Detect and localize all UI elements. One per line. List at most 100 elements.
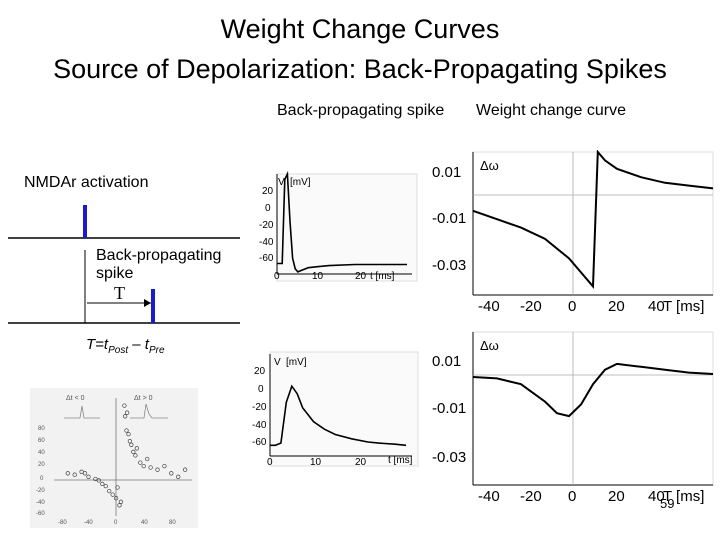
- scatter-point: [79, 469, 84, 474]
- spike-plot-2-xtick-10: 10: [310, 457, 322, 468]
- scatter-point: [122, 414, 128, 419]
- scatter-points: [65, 403, 188, 508]
- spike-plot-1-xtick-0: 0: [274, 271, 280, 282]
- timing-diagram: [8, 205, 240, 324]
- interval-symbol: T: [114, 283, 125, 303]
- spike-plot-1-xtick-10: 10: [312, 271, 324, 282]
- scatter-inset-xtick-m40: -40: [84, 520, 93, 526]
- spike-plot-1: V [mV] t [ms] 20 0 -20 -40 -60 0 10 20: [259, 170, 418, 282]
- weight-plot-2-frame: [472, 331, 714, 486]
- spike-plot-2-curve: [270, 384, 407, 447]
- weight-plot-2-ytick-m001: -0.01: [432, 400, 466, 417]
- scatter-point: [162, 463, 167, 469]
- interval-arrow-head: [144, 299, 151, 307]
- weight-plot-2-ytick-m003: -0.03: [432, 449, 466, 466]
- weight-plot-1-ytick-m003: -0.03: [432, 257, 466, 274]
- scatter-point: [124, 428, 129, 433]
- spike-plot-2-xunit: t [ms]: [388, 455, 413, 466]
- scatter-point: [182, 467, 188, 472]
- spike-plot-1-frame: [276, 173, 418, 282]
- scatter-point: [131, 449, 136, 455]
- scatter-point: [122, 403, 127, 408]
- scatter-point: [148, 465, 153, 470]
- weight-plot-1-ytick-001: 0.01: [432, 164, 461, 181]
- spike-plot-1-curve: [277, 170, 407, 273]
- weight-plot-1-curve: [472, 150, 714, 289]
- scatter-inset-ytick-m20: -20: [36, 488, 45, 494]
- scatter-point: [141, 463, 146, 469]
- spike-plot-1-ytick-20: 20: [262, 186, 274, 197]
- scatter-point: [133, 453, 138, 458]
- weight-plot-1: Δω 0.01 -0.01 -0.03 -40 -20 0 20 40 T [m…: [432, 150, 714, 315]
- formula-t: T=t: [86, 336, 109, 353]
- spike-plot-2-ytick-m60: -60: [252, 437, 267, 448]
- spike-plot-2-ytick-20: 20: [254, 366, 266, 377]
- spike-plot-1-xtick-20: 20: [355, 271, 367, 282]
- spike-plot-2-xtick-0: 0: [267, 457, 273, 468]
- scatter-point: [176, 474, 181, 479]
- scatter-inset-trace-right: [130, 403, 168, 419]
- weight-plot-1-ylabel: Δω: [480, 158, 499, 173]
- spike-plot-2: V [mV] t [ms] 20 0 -20 -40 -60 0 10 20: [252, 351, 419, 468]
- scatter-inset-ytick-20: 20: [38, 462, 45, 468]
- scatter-point: [65, 471, 70, 476]
- spike-plot-2-ylabel: V: [274, 357, 281, 368]
- spike-plot-1-ytick-m60: -60: [259, 253, 274, 264]
- nmdar-activation-label: NMDAr activation: [24, 174, 149, 191]
- spike-plot-2-xtick-20: 20: [355, 457, 367, 468]
- scatter-point: [82, 471, 88, 476]
- spike-plot-1-ylabel: V: [278, 177, 285, 188]
- scatter-point: [86, 474, 91, 479]
- page-number: 59: [660, 496, 675, 511]
- spike-plot-1-ytick-0: 0: [265, 203, 271, 214]
- weight-plot-1-ytick-m001: -0.01: [432, 210, 466, 227]
- weight-plot-2-xunit: T [ms]: [663, 488, 704, 505]
- scatter-point: [96, 478, 101, 483]
- scatter-point: [129, 442, 134, 447]
- weight-plot-2-xtick-20: 20: [608, 488, 625, 505]
- scatter-point: [72, 472, 77, 477]
- scatter-point: [145, 456, 150, 462]
- scatter-point: [155, 467, 160, 472]
- spike-plot-2-ytick-m20: -20: [252, 402, 267, 413]
- scatter-point: [107, 488, 112, 494]
- spike-plot-1-yunit: [mV]: [290, 177, 311, 188]
- scatter-point: [138, 460, 143, 465]
- scatter-inset-ytick-m60: -60: [36, 511, 45, 517]
- spike-plot-2-yunit: [mV]: [286, 357, 307, 368]
- formula-minus: – t: [128, 336, 149, 353]
- weight-plot-1-xtick-0: 0: [568, 298, 576, 315]
- scatter-inset-ytick-m40: -40: [36, 500, 45, 506]
- spike-plot-2-ytick-m40: -40: [252, 420, 267, 431]
- scatter-point: [134, 446, 139, 451]
- scatter-point: [169, 471, 174, 476]
- scatter-point: [100, 481, 105, 487]
- scatter-inset: Δt < 0 Δt > 0 80 60 40 20 0 -20 -40 -60 …: [30, 388, 198, 528]
- weight-plot-1-xtick-20: 20: [608, 298, 625, 315]
- weight-plot-2-xtick-m20: -20: [520, 488, 542, 505]
- scatter-inset-ytick-60: 60: [38, 438, 45, 444]
- spike-plot-1-xunit: t [ms]: [370, 271, 395, 282]
- weight-plot-2-ytick-001: 0.01: [432, 353, 461, 370]
- weight-plot-2: Δω 0.01 -0.01 -0.03 -40 -20 0 20 40 T [m…: [432, 331, 714, 505]
- scatter-inset-label-left: Δt < 0: [66, 395, 85, 402]
- spike-plot-1-ytick-m40: -40: [259, 237, 274, 248]
- weight-plot-1-xtick-40: 40: [648, 298, 665, 315]
- weight-plot-1-xtick-m40: -40: [478, 298, 500, 315]
- weight-plot-1-xtick-m20: -20: [520, 298, 542, 315]
- weight-plot-2-ylabel: Δω: [480, 338, 499, 353]
- scatter-point: [126, 431, 131, 437]
- scatter-inset-xtick-40: 40: [141, 520, 148, 526]
- weight-plot-1-xunit: T [ms]: [663, 298, 704, 315]
- scatter-point: [118, 499, 124, 504]
- scatter-inset-label-right: Δt > 0: [134, 395, 153, 402]
- scatter-point: [127, 439, 133, 444]
- scatter-inset-background: [30, 388, 198, 528]
- spike-plot-1-ytick-m20: -20: [259, 220, 274, 231]
- scatter-point: [115, 485, 120, 490]
- formula-post-sub: Post: [108, 345, 129, 356]
- bap-label: Back-propagating spike: [96, 247, 222, 282]
- scatter-point: [124, 410, 130, 415]
- weight-plot-2-curve: [472, 362, 714, 418]
- scatter-point: [110, 492, 115, 497]
